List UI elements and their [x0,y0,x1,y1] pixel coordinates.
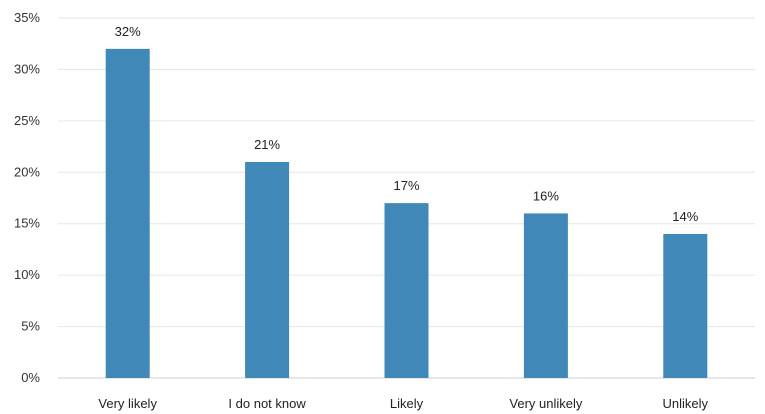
y-tick-label: 20% [14,164,40,179]
x-axis-labels: Very likely I do not know Likely Very unlik… [98,396,708,411]
y-tick-label: 30% [14,61,40,76]
y-axis-ticks: 0% 5% 10% 15% 20% 25% 30% 35% [14,10,40,385]
x-tick-label: I do not know [228,396,306,411]
y-tick-label: 15% [14,216,40,231]
y-tick-label: 35% [14,10,40,25]
x-tick-label: Likely [390,396,424,411]
data-label: 32% [115,24,141,39]
data-label: 14% [672,209,698,224]
data-labels: 32% 21% 17% 16% 14% [115,24,699,224]
x-tick-label: Unlikely [663,396,709,411]
bar [245,162,290,378]
x-tick-label: Very unlikely [509,396,582,411]
bar [384,203,429,378]
x-tick-label: Very likely [98,396,157,411]
bar [523,213,568,378]
bars [105,48,708,378]
y-tick-label: 0% [21,370,40,385]
bar [663,234,708,378]
data-label: 21% [254,137,280,152]
y-tick-label: 10% [14,267,40,282]
data-label: 16% [533,188,559,203]
data-label: 17% [393,178,419,193]
y-tick-label: 5% [21,319,40,334]
bar [105,48,150,378]
y-tick-label: 25% [14,113,40,128]
